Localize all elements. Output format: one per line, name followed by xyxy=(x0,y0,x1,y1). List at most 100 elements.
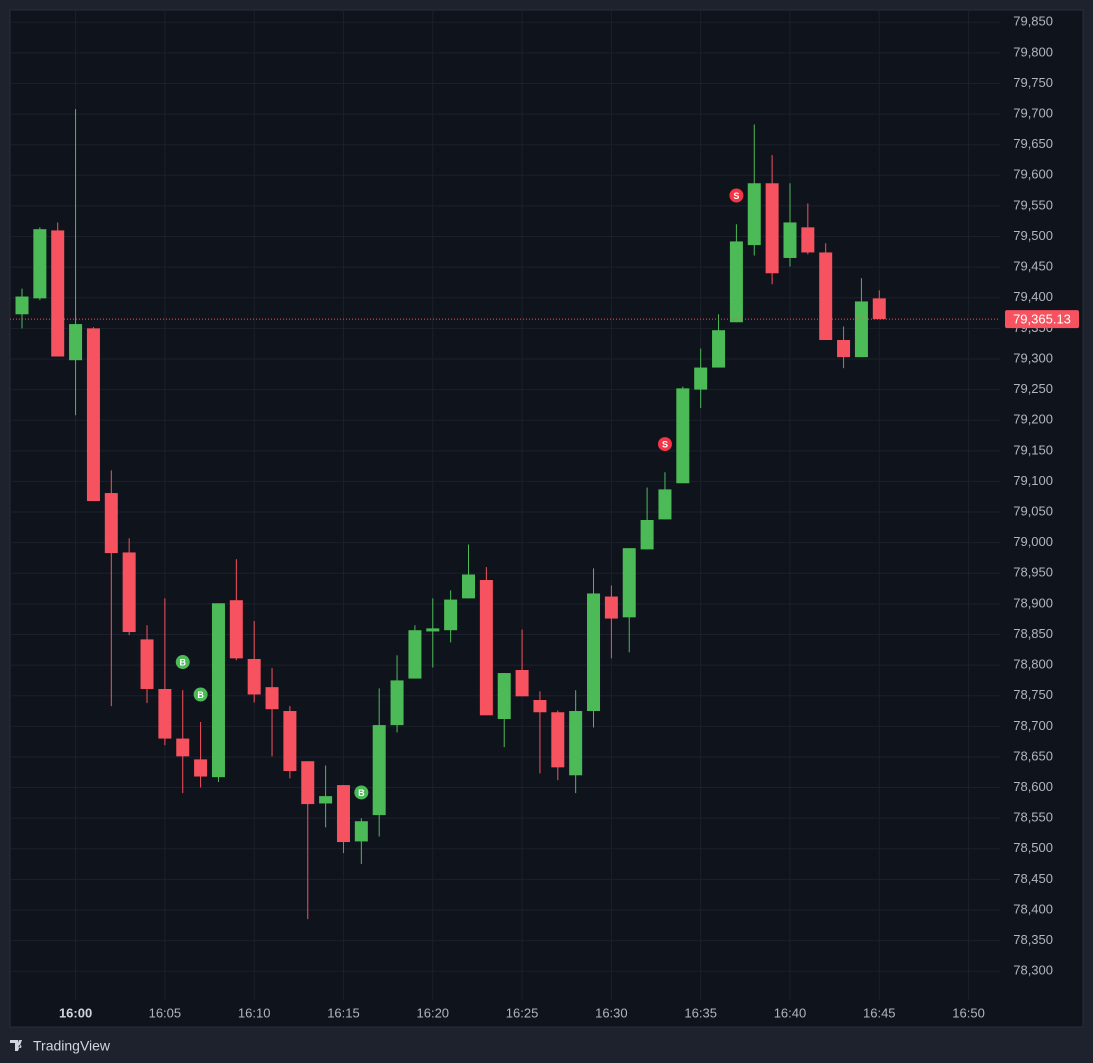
candle-body xyxy=(408,630,422,679)
trade-marker-label: B xyxy=(179,657,186,667)
x-tick-label: 16:30 xyxy=(595,1005,628,1020)
trade-marker xyxy=(354,785,369,800)
y-tick-label: 78,400 xyxy=(1013,901,1053,916)
candle-body xyxy=(176,738,190,757)
candle-body xyxy=(319,796,333,804)
candle-body xyxy=(729,241,743,323)
candle-body xyxy=(194,759,208,777)
last-price-box xyxy=(1005,310,1079,329)
candle-body xyxy=(444,599,458,631)
y-tick-label: 78,600 xyxy=(1013,779,1053,794)
candle-body xyxy=(604,596,618,619)
candle-body xyxy=(336,785,350,843)
y-tick-label: 79,400 xyxy=(1013,289,1053,304)
y-tick-label: 79,600 xyxy=(1013,167,1053,182)
trade-marker xyxy=(657,437,672,452)
candle-body xyxy=(497,673,511,719)
x-tick-label: 16:10 xyxy=(238,1005,271,1020)
chart-panel xyxy=(9,9,1084,1028)
candle-body xyxy=(211,603,225,778)
y-tick-label: 79,200 xyxy=(1013,412,1053,427)
y-tick-label: 79,100 xyxy=(1013,473,1053,488)
y-tick-label: 79,050 xyxy=(1013,503,1053,518)
y-tick-label: 78,900 xyxy=(1013,595,1053,610)
candle-body xyxy=(854,301,868,358)
candle-body xyxy=(51,230,65,357)
candle-body xyxy=(462,574,475,599)
y-tick-label: 79,550 xyxy=(1013,197,1053,212)
candle-body xyxy=(712,330,726,368)
y-tick-label: 78,450 xyxy=(1013,871,1053,886)
brand-name[interactable]: TradingView xyxy=(33,1038,111,1054)
candle-body xyxy=(783,222,797,258)
candle-body xyxy=(140,639,154,689)
x-tick-label: 16:35 xyxy=(684,1005,717,1020)
candle-body xyxy=(801,227,815,253)
y-tick-label: 78,550 xyxy=(1013,810,1053,825)
candle-body xyxy=(104,493,118,554)
candle-body xyxy=(658,489,672,520)
y-tick-label: 78,750 xyxy=(1013,687,1053,702)
candle-body xyxy=(765,183,779,274)
candle-body xyxy=(819,252,833,340)
candle-body xyxy=(872,298,886,320)
y-tick-label: 79,450 xyxy=(1013,259,1053,274)
y-tick-label: 79,650 xyxy=(1013,136,1053,151)
x-tick-label: 16:20 xyxy=(417,1005,450,1020)
y-tick-label: 79,750 xyxy=(1013,75,1053,90)
candle-body xyxy=(640,520,654,550)
y-tick-label: 79,250 xyxy=(1013,381,1053,396)
trade-marker xyxy=(729,188,744,203)
candles: 79,365.13 B B B S S xyxy=(10,109,1079,920)
candle-body xyxy=(354,821,368,842)
candle-body xyxy=(694,367,708,390)
candle-body xyxy=(265,687,279,710)
y-tick-label: 78,300 xyxy=(1013,963,1053,978)
y-tick-label: 79,800 xyxy=(1013,44,1053,59)
trade-marker xyxy=(193,687,208,702)
candle-body xyxy=(229,600,243,659)
brand-logo[interactable]: TradingView xyxy=(10,1038,111,1054)
candle-body xyxy=(390,680,404,726)
logo-icon xyxy=(10,1040,22,1051)
candle-body xyxy=(426,628,440,632)
x-tick-label: 16:50 xyxy=(952,1005,985,1020)
candle-body xyxy=(569,711,583,776)
candle-body xyxy=(676,388,690,484)
candle-body xyxy=(747,183,761,246)
x-tick-label: 16:40 xyxy=(774,1005,807,1020)
candle-body xyxy=(301,761,315,805)
y-tick-label: 79,150 xyxy=(1013,442,1053,457)
x-tick-label: 16:05 xyxy=(149,1005,182,1020)
trade-marker-label: S xyxy=(662,439,668,449)
candle-body xyxy=(587,593,601,712)
trade-marker-label: S xyxy=(733,191,739,201)
candle-body xyxy=(515,670,529,697)
x-tick-label: 16:25 xyxy=(506,1005,539,1020)
x-tick-label: 16:45 xyxy=(863,1005,896,1020)
candle-body xyxy=(122,552,136,633)
candle-body xyxy=(33,229,47,299)
last-price-label: 79,365.13 xyxy=(1013,312,1071,327)
y-tick-label: 79,300 xyxy=(1013,350,1053,365)
y-tick-label: 79,850 xyxy=(1013,14,1053,29)
candle-body xyxy=(69,324,83,361)
candle-body xyxy=(622,548,636,618)
trade-marker xyxy=(175,655,190,670)
y-tick-label: 78,500 xyxy=(1013,840,1053,855)
candle-body xyxy=(479,580,493,716)
y-tick-label: 79,500 xyxy=(1013,228,1053,243)
candle-body xyxy=(533,700,547,713)
candle-body xyxy=(247,658,261,695)
y-tick-label: 78,850 xyxy=(1013,626,1053,641)
y-tick-label: 79,700 xyxy=(1013,106,1053,121)
y-tick-label: 78,650 xyxy=(1013,748,1053,763)
candle-body xyxy=(283,711,297,772)
candle-body xyxy=(15,296,29,315)
candle-body xyxy=(551,712,565,768)
x-tick-label: 16:00 xyxy=(59,1005,92,1020)
candle-body xyxy=(372,725,386,816)
y-tick-label: 79,000 xyxy=(1013,534,1053,549)
